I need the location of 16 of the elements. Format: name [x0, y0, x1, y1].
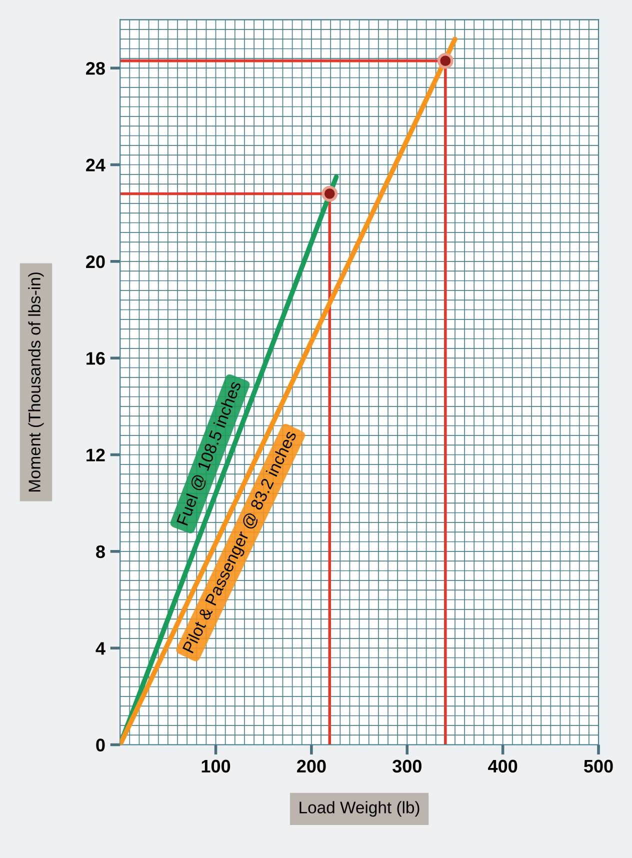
x-tick-label: 200 — [297, 760, 326, 773]
y-tick-label: 28 — [86, 62, 105, 75]
y-tick-label: 24 — [86, 158, 106, 172]
x-axis-title: Load Weight (lb) — [300, 801, 420, 817]
y-axis-title: Moment (Thousands of lbs-in) — [28, 272, 44, 492]
x-tick-label: 300 — [392, 760, 422, 773]
y-tick-label: 0 — [96, 738, 105, 752]
y-tick-label: 4 — [96, 642, 106, 655]
y-tick-label: 12 — [86, 448, 105, 462]
y-tick-label: 16 — [86, 352, 105, 365]
x-tick-label: 100 — [202, 760, 230, 773]
x-tick-label: 500 — [584, 760, 613, 773]
y-tick-label: 20 — [86, 255, 105, 268]
text: Fuel @ 108.5 inches — [176, 380, 244, 526]
y-tick-label: 8 — [96, 545, 105, 558]
x-tick-label: 400 — [488, 760, 518, 773]
